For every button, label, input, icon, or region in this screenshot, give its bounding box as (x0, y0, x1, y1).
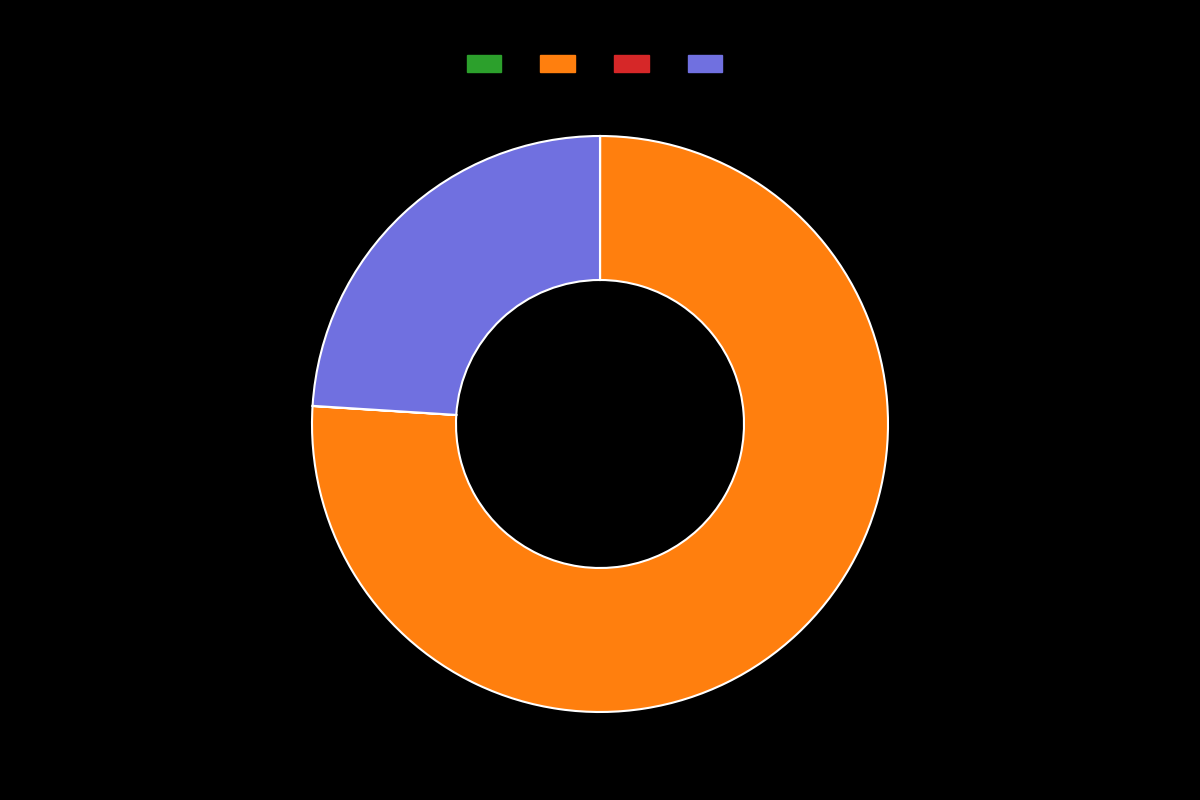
Wedge shape (312, 136, 600, 415)
Wedge shape (312, 406, 456, 415)
Wedge shape (312, 136, 888, 712)
Legend: , , , : , , , (461, 50, 739, 78)
